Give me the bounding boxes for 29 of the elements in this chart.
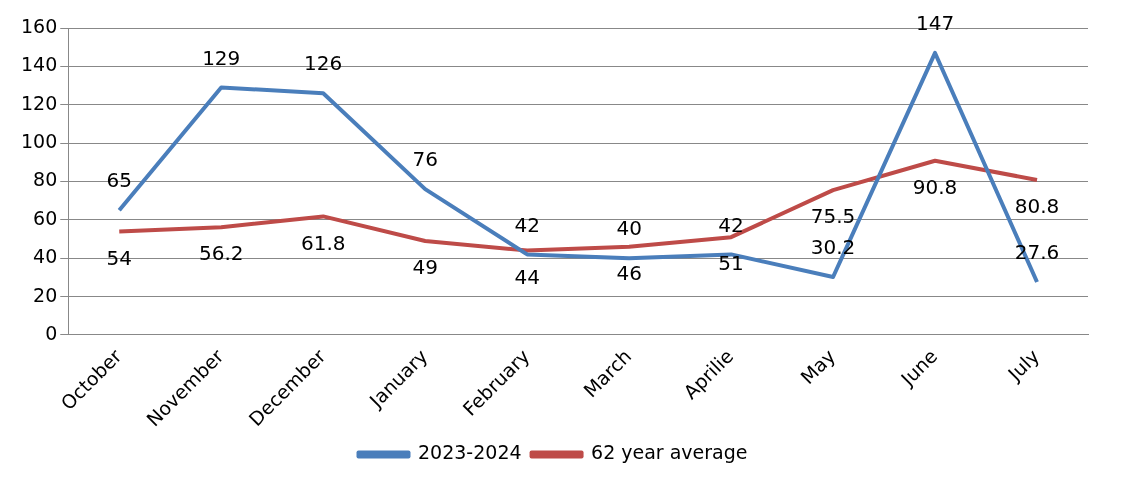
data-label: 54 [106, 245, 132, 270]
y-tick-label: 80 [33, 168, 58, 191]
data-label: 61.8 [300, 230, 346, 255]
data-label: 42 [718, 212, 744, 237]
y-tick-label: 60 [33, 206, 58, 229]
y-tick-label: 20 [33, 283, 58, 306]
data-label: 147 [915, 11, 955, 36]
data-label: 51 [718, 251, 744, 276]
data-label: 49 [412, 255, 438, 280]
data-label: 65 [106, 168, 132, 193]
data-label: 75.5 [810, 204, 856, 229]
data-label: 44 [514, 264, 540, 289]
data-label: 40 [616, 216, 642, 241]
data-label: 80.8 [1014, 194, 1060, 219]
y-tick-label: 0 [45, 321, 58, 344]
legend-label: 62 year average [591, 441, 748, 464]
data-label: 126 [304, 51, 343, 76]
data-label: 46 [616, 260, 642, 285]
y-tick-label: 140 [21, 53, 58, 76]
data-label: 90.8 [912, 174, 958, 199]
data-label: 42 [514, 212, 540, 237]
data-label: 76 [412, 147, 438, 172]
y-tick-label: 160 [21, 14, 58, 37]
legend-label: 2023-2024 [418, 441, 522, 464]
y-tick-label: 120 [21, 91, 58, 114]
y-tick-label: 40 [33, 245, 58, 268]
data-label: 129 [202, 45, 241, 70]
y-tick-label: 100 [21, 130, 58, 153]
data-label: 56.2 [198, 241, 244, 266]
